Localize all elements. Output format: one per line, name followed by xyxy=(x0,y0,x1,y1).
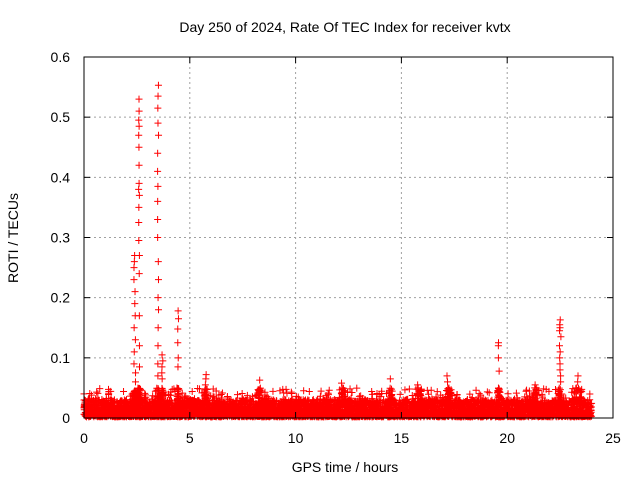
data-point xyxy=(373,395,381,403)
data-point xyxy=(452,395,460,403)
data-point xyxy=(93,388,101,396)
data-point xyxy=(143,396,151,404)
data-point xyxy=(96,385,104,393)
grid xyxy=(84,57,613,418)
data-point xyxy=(545,387,553,395)
data-point xyxy=(269,387,277,395)
data-point xyxy=(264,394,272,402)
data-point xyxy=(183,395,191,403)
data-point xyxy=(223,394,231,402)
data-point xyxy=(122,396,130,404)
data-point xyxy=(479,395,487,403)
data-point xyxy=(522,387,530,395)
data-point xyxy=(92,396,100,404)
data-point xyxy=(357,392,365,400)
data-point xyxy=(217,391,225,399)
data-point xyxy=(148,395,156,403)
data-point xyxy=(523,386,531,394)
data-point xyxy=(94,389,102,397)
data-point xyxy=(467,396,475,404)
data-point xyxy=(474,396,482,404)
data-point xyxy=(434,396,442,404)
data-point xyxy=(225,396,233,404)
data-point xyxy=(300,387,308,395)
data-point xyxy=(107,394,115,402)
data-point xyxy=(243,391,251,399)
data-point xyxy=(292,392,300,400)
data-point xyxy=(233,391,241,399)
data-point xyxy=(368,390,376,398)
data-point xyxy=(510,395,518,403)
data-point xyxy=(485,389,493,397)
data-point xyxy=(396,390,404,398)
data-point xyxy=(455,396,463,404)
data-point xyxy=(588,412,596,420)
data-point xyxy=(248,393,256,401)
data-point xyxy=(512,389,520,397)
data-point xyxy=(85,395,93,403)
data-point xyxy=(504,390,512,398)
data-point xyxy=(425,396,433,404)
data-point xyxy=(433,388,441,396)
data-point xyxy=(401,386,409,394)
data-point xyxy=(588,399,596,407)
data-point xyxy=(305,388,313,396)
data-point xyxy=(432,393,440,401)
data-point xyxy=(345,396,353,404)
data-point xyxy=(186,396,194,404)
data-point xyxy=(317,387,325,395)
data-point xyxy=(194,385,202,393)
data-point xyxy=(84,396,92,404)
data-point xyxy=(141,391,149,399)
data-point xyxy=(212,387,220,395)
data-point xyxy=(368,387,376,395)
data-point xyxy=(218,389,226,397)
data-point xyxy=(377,393,385,401)
data-point xyxy=(405,385,413,393)
data-points xyxy=(80,81,596,421)
data-point xyxy=(466,390,474,398)
data-point xyxy=(120,388,128,396)
data-point xyxy=(88,391,96,399)
data-point xyxy=(210,396,218,404)
data-point xyxy=(188,387,196,395)
